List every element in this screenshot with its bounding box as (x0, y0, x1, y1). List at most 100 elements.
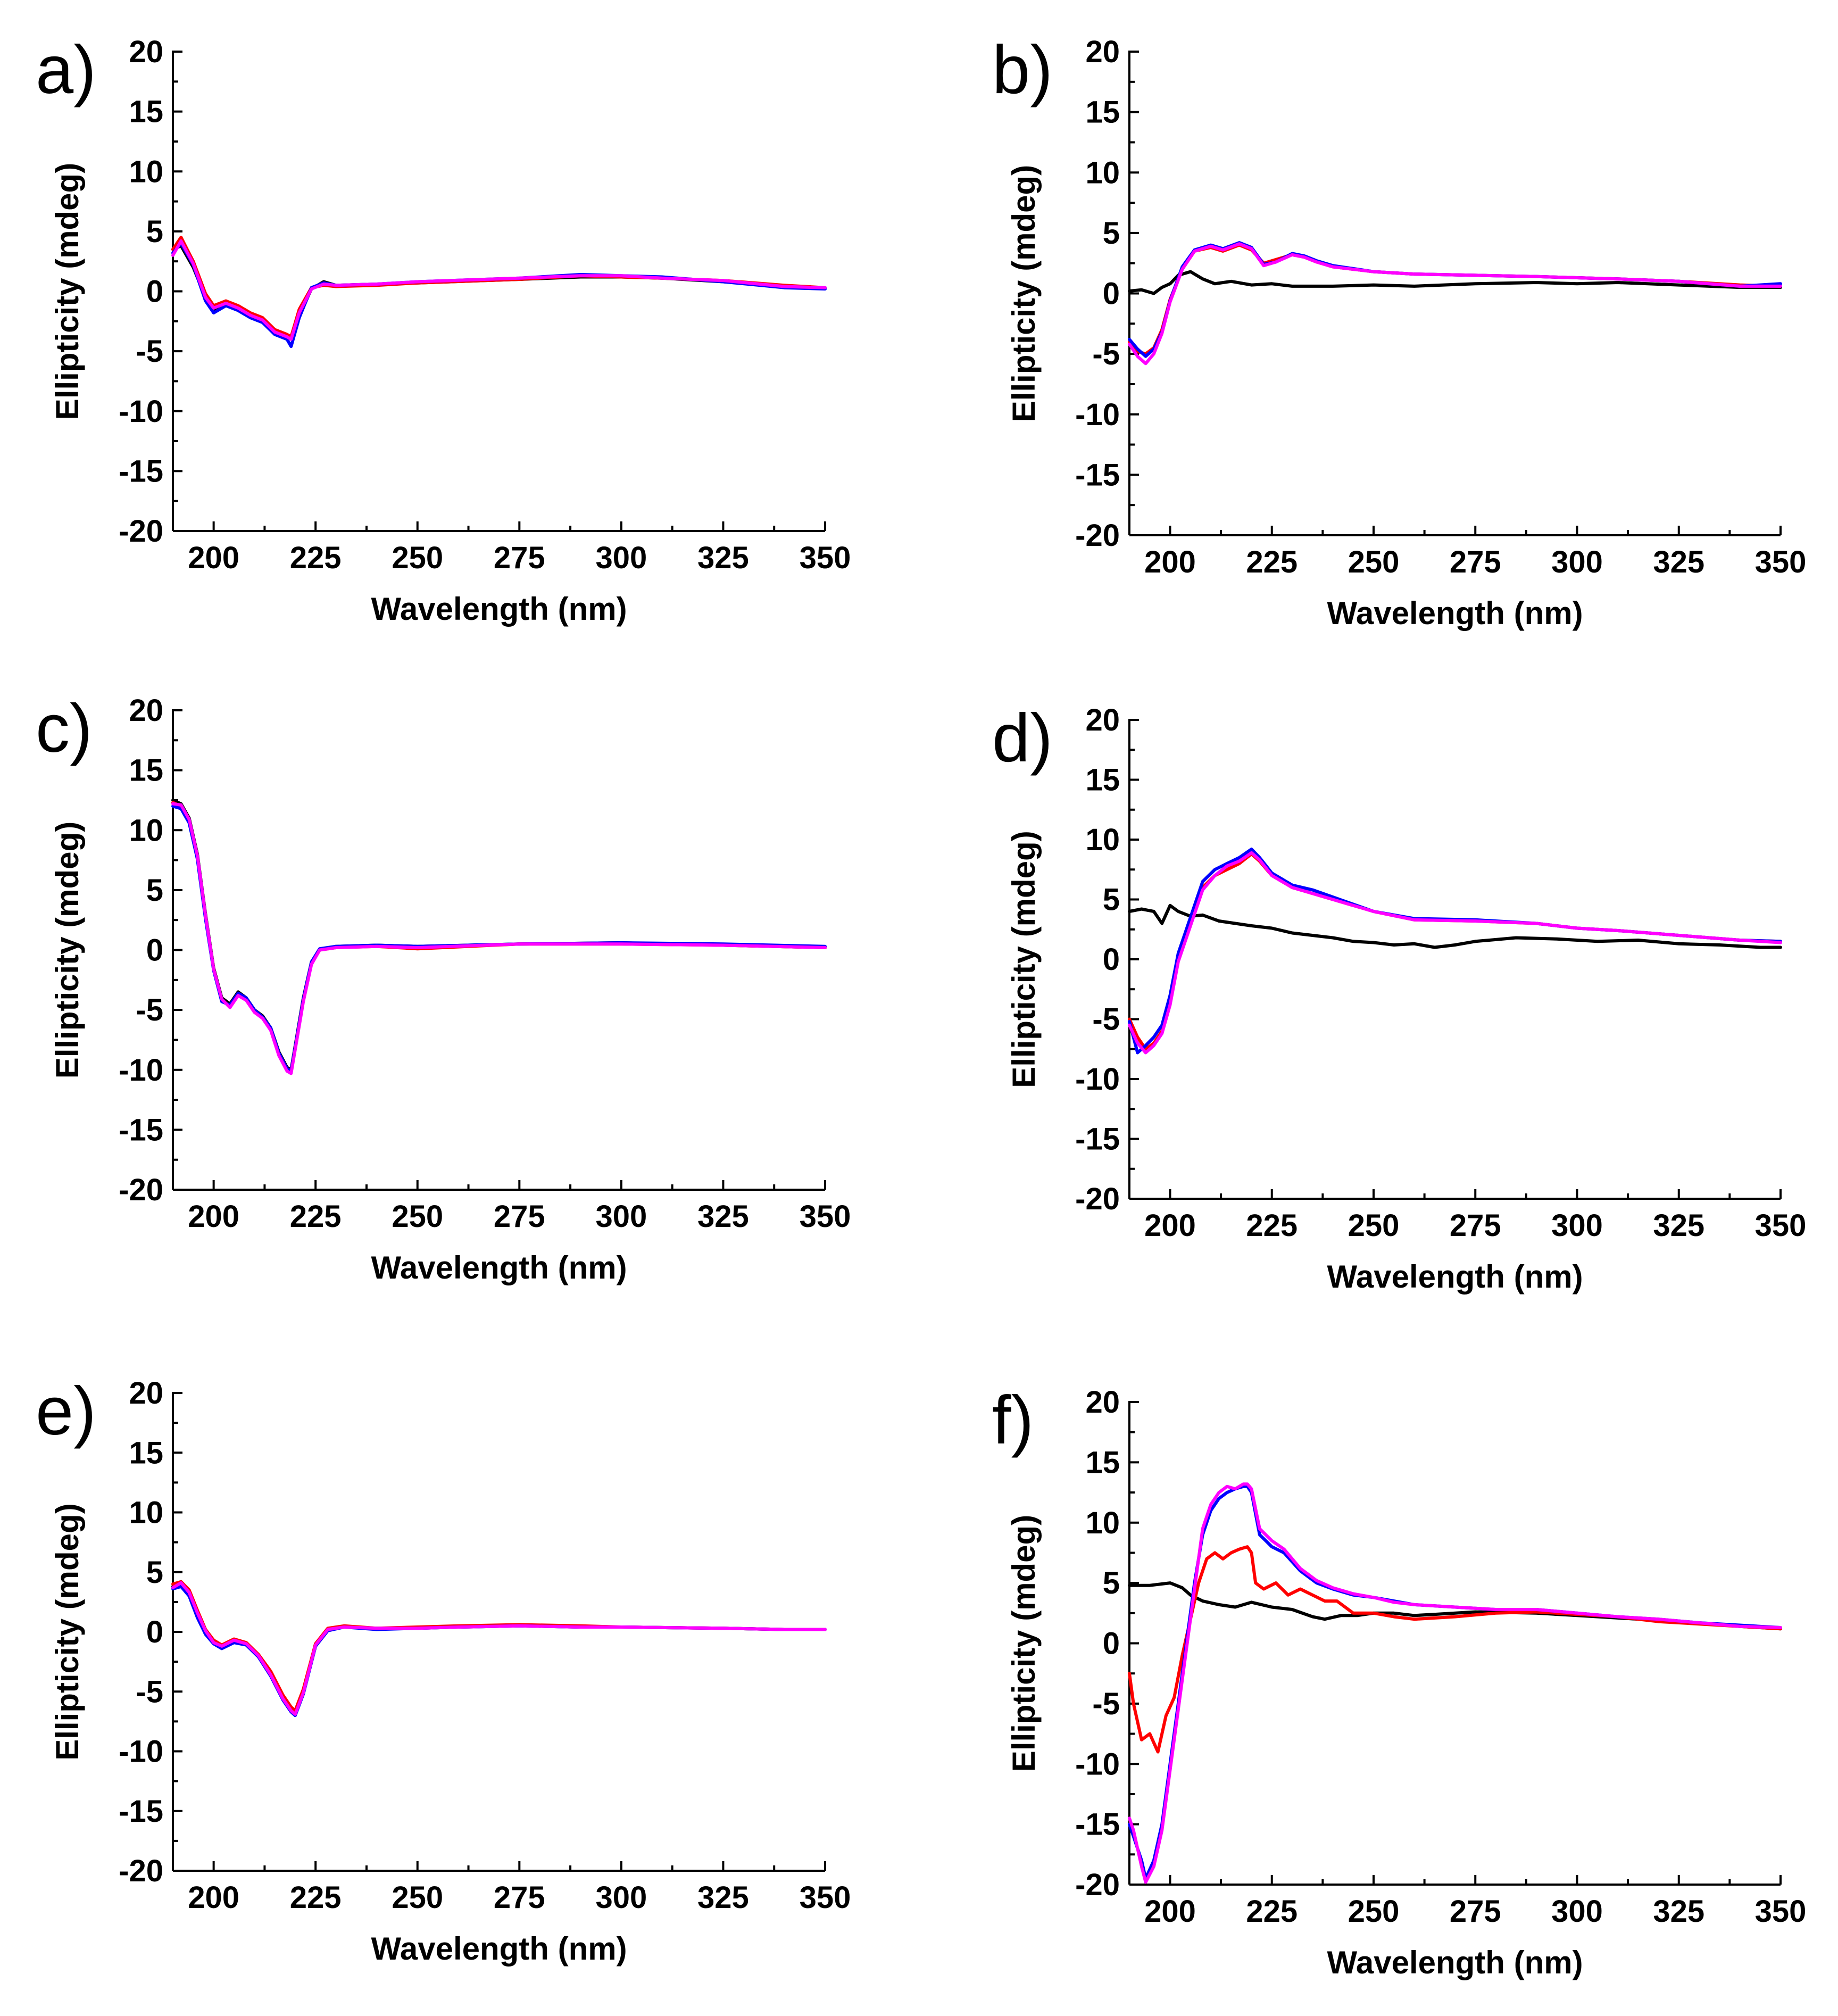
y-tick-label: 10 (129, 1496, 163, 1530)
x-tick-label: 200 (1144, 1208, 1196, 1243)
x-tick-label: 200 (1144, 1894, 1196, 1929)
x-tick-label: 300 (595, 1199, 647, 1234)
y-tick-label: 10 (1085, 1506, 1120, 1540)
y-tick-label: 0 (146, 933, 163, 968)
y-tick-label: -10 (1075, 1062, 1120, 1097)
x-tick-label: 325 (1653, 1208, 1704, 1243)
y-axis-title: Ellipticity (mdeg) (49, 822, 85, 1078)
y-tick-label: -15 (119, 1794, 163, 1829)
x-tick-label: 275 (1450, 1208, 1501, 1243)
y-tick-label: -5 (136, 334, 163, 369)
x-tick-label: 300 (1551, 1208, 1603, 1243)
series-line-magenta (1128, 242, 1782, 366)
series-line-blue (171, 242, 827, 349)
x-tick-label: 350 (1755, 1208, 1807, 1243)
y-tick-label: -5 (136, 1674, 163, 1709)
y-tick-label: 15 (1085, 763, 1120, 798)
y-axis-title: Ellipticity (mdeg) (1006, 1515, 1042, 1772)
y-tick-label: 20 (129, 693, 163, 728)
y-tick-label: 20 (1085, 703, 1120, 737)
y-tick-label: 10 (129, 154, 163, 189)
y-tick-label: -10 (119, 394, 163, 429)
x-tick-label: 275 (494, 541, 545, 575)
panel-b-chart: b) -20 -15 -10 -5 0 5 10 15 20 200 225 250 275 300 325 3… (992, 32, 1806, 631)
y-tick-label: 20 (129, 1376, 163, 1411)
panel-label: d) (992, 700, 1053, 776)
y-tick-label: -15 (1075, 1122, 1120, 1157)
series-line-magenta (171, 1581, 827, 1716)
x-tick-label: 250 (1348, 545, 1400, 579)
y-tick-label: 20 (1085, 35, 1120, 69)
x-tick-label: 300 (1551, 1894, 1603, 1929)
series-line-black (1128, 270, 1782, 295)
panel-label: e) (36, 1373, 96, 1449)
series-line-red (1128, 852, 1782, 1051)
x-tick-label: 350 (1755, 545, 1807, 579)
y-tick-label: 15 (129, 95, 163, 129)
y-tick-label: 0 (146, 275, 163, 309)
y-tick-label: -20 (1075, 518, 1120, 553)
panel-e-chart: e) -20 -15 -10 -5 0 5 10 15 20 200 225 250 275 300 325 3… (36, 1373, 851, 1967)
y-tick-label: 10 (129, 813, 163, 848)
x-tick-label: 300 (1551, 545, 1603, 579)
series-line-red (171, 1580, 827, 1713)
x-axis-title: Wavelength (nm) (1327, 1945, 1583, 1980)
y-tick-label: 0 (1103, 942, 1120, 977)
x-tick-label: 350 (800, 541, 851, 575)
y-tick-label: -10 (1075, 1747, 1120, 1781)
y-tick-label: 5 (1103, 883, 1120, 917)
x-tick-label: 275 (494, 1199, 545, 1234)
series-line-magenta (1128, 851, 1782, 1055)
y-tick-label: -5 (136, 993, 163, 1027)
y-tick-label: -20 (1075, 1182, 1120, 1216)
x-tick-label: 225 (1246, 1894, 1298, 1929)
y-tick-label: 0 (146, 1615, 163, 1649)
x-tick-label: 225 (1246, 1208, 1298, 1243)
y-tick-label: 20 (129, 35, 163, 69)
y-axis-title: Ellipticity (mdeg) (49, 1503, 85, 1760)
series-line-blue (171, 1584, 827, 1718)
x-tick-label: 200 (188, 1880, 239, 1915)
series-line-red (1128, 243, 1782, 356)
x-tick-label: 300 (595, 1880, 647, 1915)
y-tick-label: -20 (119, 1854, 163, 1888)
x-tick-label: 200 (188, 1199, 239, 1234)
y-tick-label: -20 (119, 1173, 163, 1207)
panel-label: c) (36, 691, 93, 767)
x-tick-label: 275 (1450, 1894, 1501, 1929)
y-tick-label: 5 (1103, 1566, 1120, 1600)
x-axis-title: Wavelength (nm) (371, 1250, 627, 1285)
series-line-blue (1128, 1484, 1782, 1880)
x-axis-title: Wavelength (nm) (1327, 595, 1583, 631)
panel-c-chart: c) -20 -15 -10 -5 0 5 10 15 20 200 225 250 275 300 325 3… (36, 691, 851, 1285)
x-tick-label: 350 (1755, 1894, 1807, 1929)
x-tick-label: 225 (290, 1199, 342, 1234)
x-tick-label: 325 (697, 1199, 749, 1234)
series-line-red (1128, 1545, 1782, 1754)
y-tick-label: 10 (1085, 823, 1120, 857)
y-tick-label: 15 (1085, 95, 1120, 130)
panel-label: f) (992, 1382, 1034, 1458)
y-tick-label: 10 (1085, 155, 1120, 190)
y-tick-label: 0 (1103, 277, 1120, 311)
x-tick-label: 325 (1653, 545, 1704, 579)
x-tick-label: 225 (1246, 545, 1298, 579)
series-line-black (1128, 903, 1782, 949)
series-line-blue (1128, 241, 1782, 358)
y-tick-label: -5 (1092, 1687, 1120, 1721)
x-axis-title: Wavelength (nm) (371, 1931, 627, 1967)
x-tick-label: 250 (392, 1880, 443, 1915)
y-tick-label: 20 (1085, 1385, 1120, 1420)
x-tick-label: 325 (697, 1880, 749, 1915)
y-tick-label: -5 (1092, 337, 1120, 371)
x-axis-title: Wavelength (nm) (1327, 1259, 1583, 1295)
x-tick-label: 225 (290, 1880, 342, 1915)
x-tick-label: 225 (290, 541, 342, 575)
y-tick-label: 0 (1103, 1627, 1120, 1661)
y-axis-title: Ellipticity (mdeg) (1006, 831, 1042, 1088)
panel-f-chart: f) -20 -15 -10 -5 0 5 10 15 20 200 225 250 275 300 325 3… (992, 1382, 1806, 1980)
y-tick-label: 5 (146, 214, 163, 249)
x-tick-label: 250 (392, 541, 443, 575)
x-tick-label: 325 (697, 541, 749, 575)
